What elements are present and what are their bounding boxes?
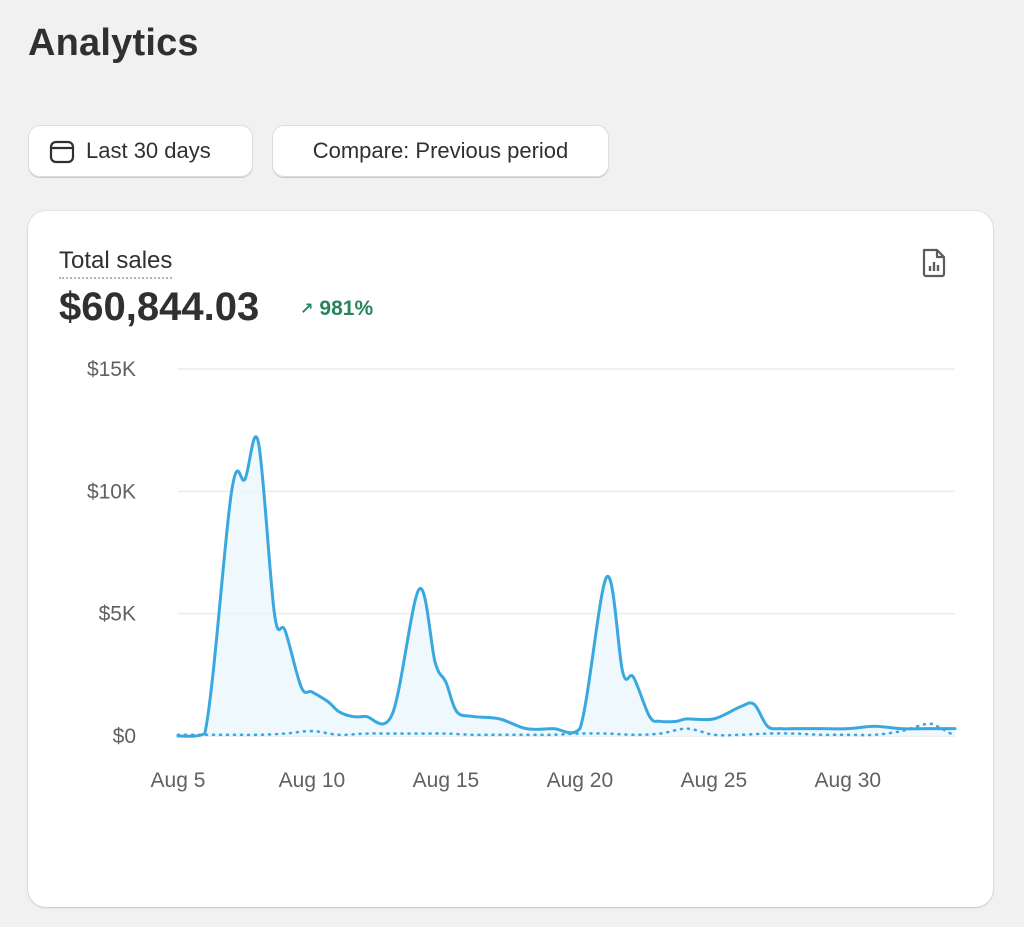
series-line-current bbox=[176, 435, 957, 738]
compare-label: Compare: Previous period bbox=[312, 138, 569, 163]
metric-change-value: 981% bbox=[319, 297, 374, 320]
x-tick-label: Aug 25 bbox=[681, 769, 748, 792]
arrow-up-right-icon: ↗ bbox=[300, 301, 314, 318]
metric-value: $60,844.03 bbox=[59, 285, 260, 329]
series-line-previous bbox=[176, 722, 957, 738]
y-tick-label: $0 bbox=[113, 725, 136, 748]
page-title: Analytics bbox=[28, 22, 199, 64]
compare-period-button[interactable]: Compare: Previous period bbox=[272, 125, 609, 177]
metric-label[interactable]: Total sales bbox=[59, 247, 173, 279]
x-tick-label: Aug 5 bbox=[151, 769, 206, 792]
total-sales-card: Total sales $60,844.03 ↗ 981% $0 $5K $10K $… bbox=[28, 211, 993, 907]
metric-change-badge: ↗ 981% bbox=[300, 297, 373, 321]
x-tick-label: Aug 30 bbox=[815, 769, 882, 792]
x-tick-label: Aug 15 bbox=[413, 769, 480, 792]
y-tick-label: $5K bbox=[99, 603, 136, 626]
x-tick-label: Aug 10 bbox=[279, 769, 346, 792]
y-tick-label: $15K bbox=[87, 358, 136, 381]
sales-line-chart: $0 $5K $10K $15K Aug 5 Aug 10 Aug 15 Aug 20 Aug … bbox=[87, 358, 957, 792]
report-icon[interactable] bbox=[919, 247, 949, 279]
series-area bbox=[178, 436, 955, 737]
y-tick-label: $10K bbox=[87, 480, 136, 503]
date-range-label: Last 30 days bbox=[86, 138, 211, 163]
calendar-icon bbox=[48, 137, 76, 165]
x-tick-label: Aug 20 bbox=[547, 769, 614, 792]
date-range-button[interactable]: Last 30 days bbox=[28, 125, 253, 177]
